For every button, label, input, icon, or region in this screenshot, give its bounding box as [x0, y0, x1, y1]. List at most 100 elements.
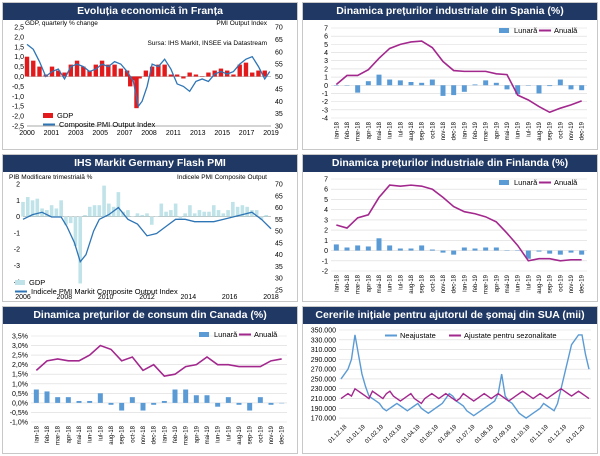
bar: [493, 247, 499, 251]
legend-label: Lunară: [214, 330, 238, 339]
x-tick-label: mar-18: [356, 121, 362, 141]
bar: [173, 203, 178, 217]
y-tick-label-right: 65: [275, 37, 283, 44]
y-tick-label: 2,5%: [12, 353, 28, 360]
bar: [168, 74, 174, 77]
legend-swatch: [499, 180, 509, 185]
bar: [547, 85, 553, 87]
y-tick-label-left: -2: [14, 247, 20, 254]
x-tick-label: 2008: [57, 294, 73, 301]
bar: [143, 70, 149, 77]
bar: [268, 402, 274, 405]
bar: [254, 210, 259, 217]
bar: [504, 85, 510, 90]
bar: [107, 203, 111, 217]
x-tick-label: mar-19: [184, 425, 190, 445]
series-line: [335, 40, 582, 114]
x-tick-label: apr-19: [494, 121, 500, 139]
panel-title: Dinamica prețurilor industriale din Finl…: [303, 155, 597, 172]
legend-label: GDP: [57, 111, 73, 120]
bar: [126, 210, 130, 217]
bar: [161, 400, 167, 403]
bar: [55, 397, 61, 403]
x-tick-label: feb-19: [473, 121, 479, 139]
x-tick-label: iul-18: [398, 274, 404, 289]
x-tick-label: apr-18: [366, 121, 372, 139]
bar: [102, 185, 106, 217]
x-tick-label: 2011: [166, 130, 181, 137]
x-tick-label: dec-19: [580, 121, 586, 140]
bar: [451, 250, 457, 255]
series-line: [340, 387, 590, 405]
bar: [344, 247, 350, 251]
bar: [183, 389, 189, 403]
x-tick-label: mai-18: [377, 274, 383, 293]
x-tick-label: mar-19: [484, 121, 490, 141]
bar: [216, 210, 221, 217]
legend-swatch: [199, 332, 209, 337]
bar: [164, 211, 168, 217]
bar: [536, 250, 542, 252]
series-line: [22, 206, 272, 264]
bar: [37, 66, 42, 77]
panel-title: Dinamica prețurilor industriale din Span…: [303, 3, 597, 20]
bar: [181, 76, 186, 79]
bar: [440, 250, 446, 253]
x-tick-label: nov-18: [441, 274, 447, 293]
y-tick-label-left: 2,0: [14, 34, 24, 41]
y-tick-label-left: -1: [14, 230, 20, 237]
x-tick-label: oct-18: [130, 425, 136, 442]
x-tick-label: 2000: [19, 130, 35, 137]
y-tick-label-right: 25: [275, 288, 283, 295]
bar: [197, 210, 202, 217]
x-tick-label: aug-18: [109, 425, 115, 444]
bar: [99, 60, 105, 77]
finland-chart: 7 6 5 4 3 2 1 0 -1 -2 ian-18 feb-18 mar-18 apr-18 mai-…: [322, 177, 587, 294]
bar: [262, 70, 267, 77]
y-tick-label-right: 65: [275, 193, 283, 200]
y-tick-label-left: 1: [16, 198, 20, 205]
panel-title: IHS Markit Germany Flash PMI: [3, 155, 297, 172]
bar: [35, 198, 40, 217]
x-tick-label: aug-18: [409, 121, 415, 140]
x-tick-label: 2018: [263, 294, 279, 301]
x-tick-label: sep-18: [420, 121, 426, 140]
x-tick-label: mai-19: [505, 121, 511, 140]
bar: [451, 85, 457, 96]
bar: [129, 397, 135, 403]
bar: [76, 400, 82, 403]
series-line: [35, 344, 282, 377]
bar: [579, 250, 585, 255]
bar: [188, 205, 192, 217]
y-tick-label: -0,5%: [10, 410, 28, 417]
x-tick-label: 2014: [181, 294, 197, 301]
x-tick-label: ian-19: [162, 425, 168, 442]
bar: [387, 245, 393, 251]
x-tick-label: aug-18: [409, 274, 415, 293]
y-tick-label: 0,0%: [12, 400, 28, 407]
bar: [149, 66, 155, 77]
y-tick-label: 290.000: [311, 357, 336, 364]
bar: [568, 85, 574, 90]
bar: [131, 76, 136, 81]
bar: [211, 205, 216, 217]
bar: [536, 85, 542, 94]
y-tick-label-right: 60: [275, 49, 283, 56]
bar: [236, 402, 242, 405]
bar: [106, 64, 111, 77]
x-tick-label: sep-18: [120, 425, 126, 444]
x-tick-label: 2016: [222, 294, 238, 301]
series-line: [340, 334, 590, 419]
bar: [192, 213, 197, 217]
x-tick-label: dec-19: [580, 274, 586, 293]
y-tick-label: 1: [324, 75, 328, 82]
legend-label: Anuală: [254, 330, 278, 339]
bar: [44, 391, 50, 403]
x-tick-label: mar-18: [56, 425, 62, 445]
y-tick-label-right: 60: [275, 205, 283, 212]
x-tick-label: 2019: [263, 130, 279, 137]
legend-label: Lunară: [514, 178, 538, 187]
y-tick-label-left: 2: [16, 182, 20, 189]
x-tick-label: 2003: [68, 130, 84, 137]
y-tick-label: 210.000: [311, 396, 336, 403]
